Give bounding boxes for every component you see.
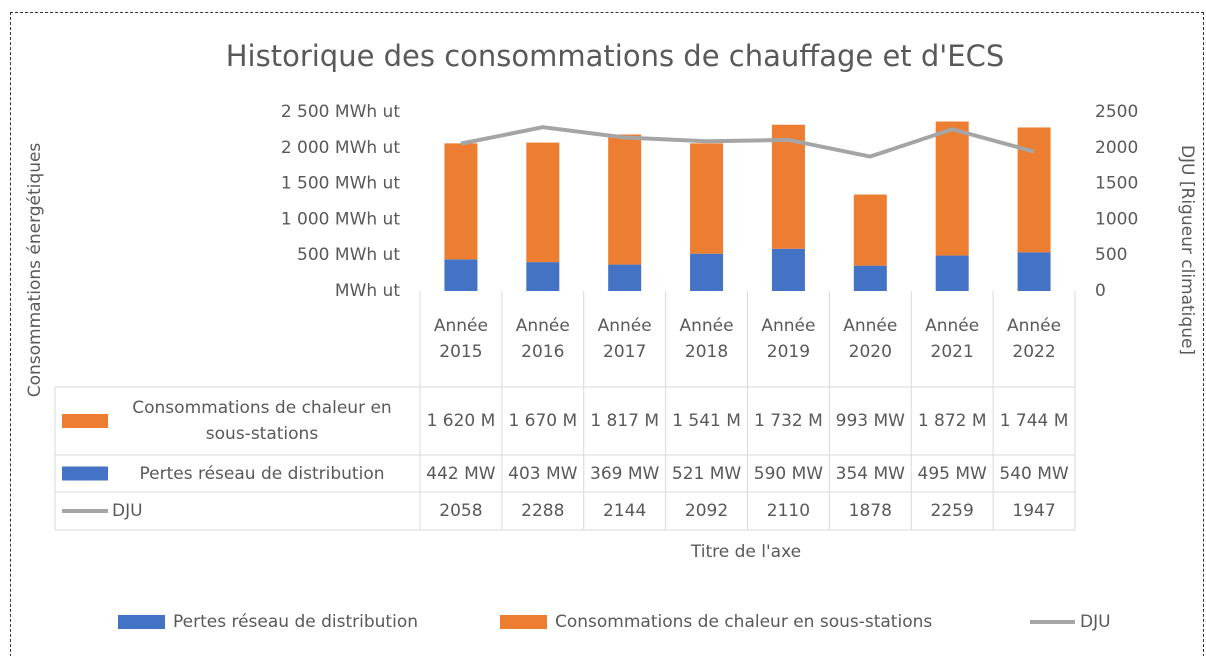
legend-label: Consommations de chaleur en sous-station… (555, 612, 932, 632)
y2-tick-label: 2500 (1095, 102, 1138, 122)
category-label: Année 2020 (843, 316, 898, 362)
bar (690, 143, 724, 254)
legend-key (118, 615, 165, 629)
bar (526, 142, 560, 263)
table-legend-key (62, 466, 108, 481)
bar (935, 121, 969, 256)
legend-key (500, 615, 547, 629)
category-label: Année 2018 (679, 316, 734, 362)
table-value: 590 MW (753, 463, 824, 484)
table-value: 1 872 M (917, 411, 987, 431)
x-axis-title: Titre de l'axe (690, 542, 801, 562)
bar (690, 253, 724, 291)
table-value: 495 MW (917, 463, 987, 484)
category-label: Année 2021 (925, 316, 980, 362)
y-tick-label: 1 500 MWh ut (281, 174, 401, 194)
table-value: 993 MW (835, 411, 905, 431)
table-value: 1878 (848, 501, 892, 521)
table-legend-key (62, 414, 108, 428)
y2-axis-title: DJU [Rigueur climatique] (1177, 145, 1197, 355)
table-value: 2092 (684, 501, 729, 521)
bar (1017, 252, 1051, 291)
table-value: 1947 (1012, 501, 1056, 521)
table-value: 354 MW (835, 463, 905, 484)
y2-tick-label: 1000 (1095, 209, 1138, 229)
chart-title: Historique des consommations de chauffag… (226, 39, 1005, 73)
table-value: 1 541 M (672, 411, 741, 431)
table-value: 1 670 M (508, 411, 578, 431)
y2-tick-label: 2000 (1095, 138, 1138, 158)
selection-frame (10, 12, 1204, 656)
series-name: Pertes réseau de distribution (139, 463, 385, 484)
y-tick-label: 1 000 MWh ut (281, 209, 401, 229)
bar (608, 264, 642, 291)
y-tick-label: 2 500 MWh ut (281, 102, 401, 122)
bar (526, 262, 560, 291)
table-value: 2110 (766, 501, 811, 521)
category-label: Année 2022 (1007, 316, 1062, 362)
bar (1017, 127, 1051, 253)
table-value: 1 620 M (426, 411, 496, 431)
table-value: 1 817 M (590, 411, 660, 431)
table-value: 2058 (439, 501, 483, 521)
bar (771, 248, 805, 291)
table-value: 540 MW (999, 463, 1069, 484)
category-label: Année 2015 (433, 316, 488, 362)
y2-tick-label: 0 (1095, 281, 1106, 301)
legend-label: Pertes réseau de distribution (173, 612, 418, 632)
table-value: 2288 (521, 501, 565, 521)
y2-tick-label: 1500 (1095, 174, 1138, 194)
y-tick-label: 2 000 MWh ut (281, 138, 401, 158)
legend-label: DJU (1080, 612, 1111, 632)
table-value: 403 MW (508, 463, 578, 484)
table-value: 2259 (930, 501, 974, 521)
table-value: 521 MW (671, 463, 742, 484)
bar (853, 265, 887, 291)
bar (771, 124, 805, 249)
bar (444, 259, 478, 291)
dju-line (460, 125, 1035, 159)
y-tick-label: MWh ut (335, 281, 400, 301)
category-label: Année 2019 (761, 316, 816, 362)
table-value: 1 744 M (999, 411, 1069, 431)
bar (608, 134, 642, 265)
table-value: 442 MW (426, 463, 496, 484)
series-name: DJU (112, 501, 143, 521)
category-label: Année 2016 (515, 316, 570, 362)
table-value: 369 MW (590, 463, 660, 484)
bar (853, 194, 887, 266)
y-tick-label: 500 MWh ut (297, 245, 400, 265)
y2-tick-label: 500 (1095, 245, 1127, 265)
bar (444, 143, 478, 260)
y-axis-title: Consommations énergétiques (25, 143, 45, 398)
category-label: Année 2017 (597, 316, 652, 362)
bar (935, 255, 969, 291)
table-value: 2144 (603, 501, 647, 521)
series-name: Consommations de chaleur en sous-station… (132, 398, 392, 444)
table-value: 1 732 M (754, 411, 823, 431)
